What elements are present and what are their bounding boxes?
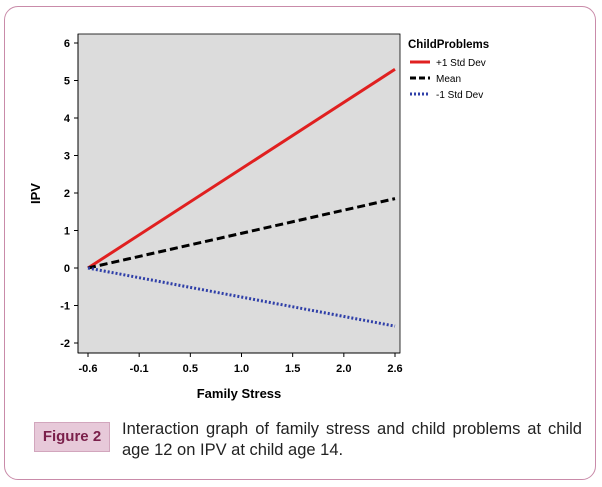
figure-label: Figure 2 — [34, 422, 110, 452]
figure-caption: Interaction graph of family stress and c… — [122, 420, 582, 459]
legend-label: -1 Std Dev — [436, 90, 483, 101]
legend-title: ChildProblems — [408, 39, 489, 51]
y-tick-label: -2 — [60, 338, 70, 350]
y-tick-label: 4 — [64, 113, 71, 125]
series-line-mean — [87, 197, 396, 270]
x-tick-label: 1.0 — [234, 363, 249, 375]
x-tick-label: 2.0 — [336, 363, 351, 375]
series-line-1-std-dev — [87, 67, 396, 270]
y-tick-label: 3 — [64, 151, 70, 163]
y-tick-label: 0 — [64, 263, 70, 275]
y-axis-label: IPV — [28, 183, 43, 204]
series-line-1-std-dev — [87, 266, 396, 328]
y-tick-label: 6 — [64, 38, 70, 50]
y-tick-label: 1 — [64, 226, 70, 238]
legend-label: Mean — [436, 74, 461, 85]
x-tick-label: 0.5 — [183, 363, 198, 375]
x-tick-label: 1.5 — [285, 363, 300, 375]
x-tick-label: 2.6 — [387, 363, 402, 375]
plot-area — [77, 33, 401, 354]
legend: ChildProblems +1 Std Dev Mean -1 Std Dev — [408, 39, 489, 101]
x-axis-label: Family Stress — [197, 386, 282, 401]
x-tick-label: -0.1 — [130, 363, 149, 375]
x-tick-label: -0.6 — [79, 363, 98, 375]
legend-label: +1 Std Dev — [436, 58, 486, 69]
y-tick-label: -1 — [60, 301, 70, 313]
y-tick-label: 2 — [64, 188, 70, 200]
y-tick-label: 5 — [64, 76, 70, 88]
